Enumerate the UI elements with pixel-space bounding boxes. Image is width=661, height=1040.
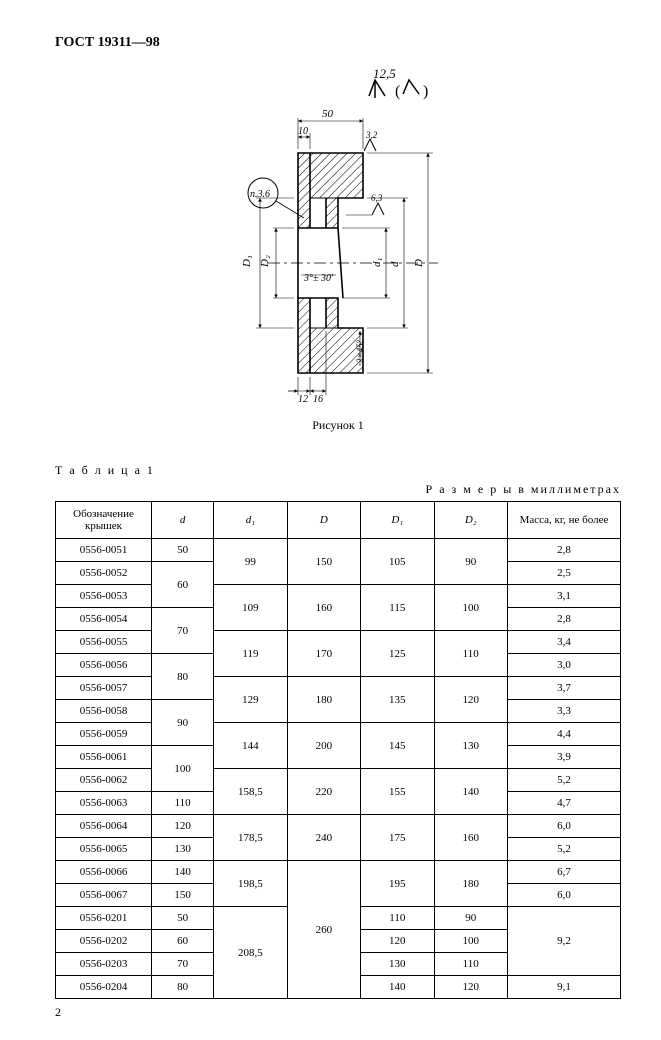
label-D-dim: D: [413, 259, 425, 268]
surf-main-value: 12,5: [373, 66, 396, 81]
table-row: 0556-0062 158,5 220 155 140 5,2: [56, 769, 621, 792]
col-d1: d₁: [214, 502, 287, 539]
col-D: D: [287, 502, 360, 539]
table-header-row: Обозначение крышек d d₁ D D₁ D₂ Масса, к…: [56, 502, 621, 539]
dim-12: 12: [298, 394, 308, 403]
col-D2: D₂: [434, 502, 507, 539]
dim-50: 50: [322, 108, 334, 120]
angle-3-30: 3°± 30': [303, 273, 334, 284]
document-header: ГОСТ 19311—98: [55, 35, 621, 51]
label-d-dim: d: [389, 261, 401, 267]
table-label: Т а б л и ц а 1: [55, 463, 621, 478]
svg-text:(: (: [395, 83, 400, 100]
figure-1: 12,5 ( ): [55, 63, 621, 408]
label-D2: D₂: [259, 255, 271, 268]
col-d: d: [152, 502, 214, 539]
dim-16: 16: [313, 394, 323, 403]
surf-32: 3,2: [365, 130, 378, 140]
table-row: 0556-0053 109 160 115 100 3,1: [56, 585, 621, 608]
dim-10: 10: [298, 126, 308, 137]
label-d1-dim: d₁: [371, 258, 383, 268]
table-row: 0556-0057 129 180 135 120 3,7: [56, 677, 621, 700]
units-label: Р а з м е р ы в миллиметрах: [55, 482, 621, 497]
table-row: 0556-0064 120 178,5 240 175 160 6,0: [56, 815, 621, 838]
table-row: 0556-0051 50 99 150 105 90 2,8: [56, 539, 621, 562]
col-D1: D₁: [361, 502, 434, 539]
svg-text:): ): [423, 83, 428, 100]
figure-caption: Рисунок 1: [55, 418, 621, 433]
page-number: 2: [55, 1005, 621, 1020]
table-row: 0556-0066 140 198,5 260 195 180 6,7: [56, 861, 621, 884]
label-D1: D₁: [241, 255, 253, 268]
col-code: Обозначение крышек: [56, 502, 152, 539]
table-row: 0556-0055 119 170 125 110 3,4: [56, 631, 621, 654]
col-mass: Масса, кг, не более: [507, 502, 620, 539]
table-row: 0556-0059 144 200 145 130 4,4: [56, 723, 621, 746]
dimensions-table: Обозначение крышек d d₁ D D₁ D₂ Масса, к…: [55, 501, 621, 999]
